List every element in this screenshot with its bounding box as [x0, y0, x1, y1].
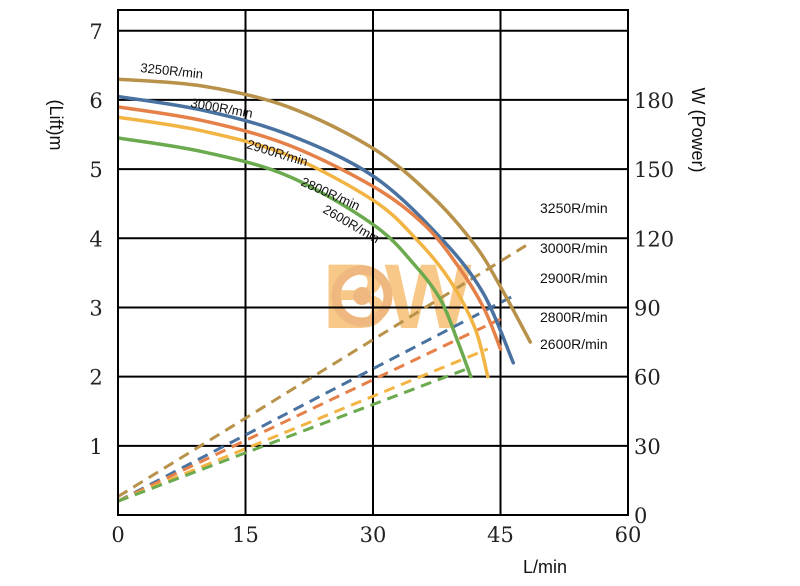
y-right-tick-label: 150	[634, 158, 674, 182]
power-curve-3250R/min	[118, 241, 532, 498]
y-right-tick-label: 180	[634, 89, 674, 113]
x-tick-label: 30	[360, 523, 387, 547]
y-left-tick-label: 3	[89, 296, 102, 320]
lift-curve-3000R/min	[118, 94, 516, 365]
power-label-2900R/min: 2900R/min	[540, 270, 608, 286]
power-label-3250R/min: 3250R/min	[540, 200, 608, 216]
y-right-tick-label: 60	[634, 366, 661, 390]
power-curve-2900R/min	[118, 317, 502, 503]
y-left-tick-label: 6	[89, 89, 102, 113]
plot-border	[117, 9, 629, 516]
lift-curve-3250R/min	[118, 77, 533, 344]
x-axis-label: L/min	[523, 557, 567, 577]
y-left-tick-label: 7	[89, 20, 102, 44]
watermark-text: BW	[322, 246, 471, 348]
lift-curve-2800R/min	[118, 115, 490, 379]
y-axis-right-label: W (Power)	[688, 88, 708, 173]
watermark-core	[353, 287, 371, 305]
power-curve-2800R/min	[118, 347, 489, 503]
lift-curve-2900R/min	[118, 105, 503, 351]
y-left-tick-label: 5	[89, 158, 102, 182]
y-right-tick-label: 0	[634, 504, 647, 528]
x-tick-label: 60	[615, 523, 642, 547]
power-curve-3000R/min	[118, 294, 514, 503]
power-curves	[118, 241, 532, 503]
power-label-2800R/min: 2800R/min	[540, 309, 608, 325]
y-right-tick-label: 120	[634, 227, 674, 251]
x-tick-label: 15	[232, 523, 259, 547]
x-tick-label: 0	[111, 523, 124, 547]
y-left-tick-label: 1	[89, 435, 102, 459]
x-tick-label: 45	[487, 523, 514, 547]
power-label-3000R/min: 3000R/min	[540, 240, 608, 256]
y-right-tick-label: 90	[634, 296, 661, 320]
y-right-tick-label: 30	[634, 435, 661, 459]
watermark-logo: BW	[322, 246, 475, 348]
lift-label-3250R/min: 3250R/min	[140, 60, 204, 81]
y-axis-left-label: (Lift)m	[46, 100, 66, 151]
lift-curve-2600R/min	[118, 136, 473, 379]
watermark-ring	[331, 265, 393, 327]
power-curve-2600R/min	[118, 365, 472, 503]
lift-curves	[118, 77, 533, 379]
y-left-tick-label: 4	[89, 227, 102, 251]
power-label-2600R/min: 2600R/min	[540, 336, 608, 352]
plot-frame	[117, 9, 629, 516]
y-left-tick-label: 2	[89, 366, 102, 390]
